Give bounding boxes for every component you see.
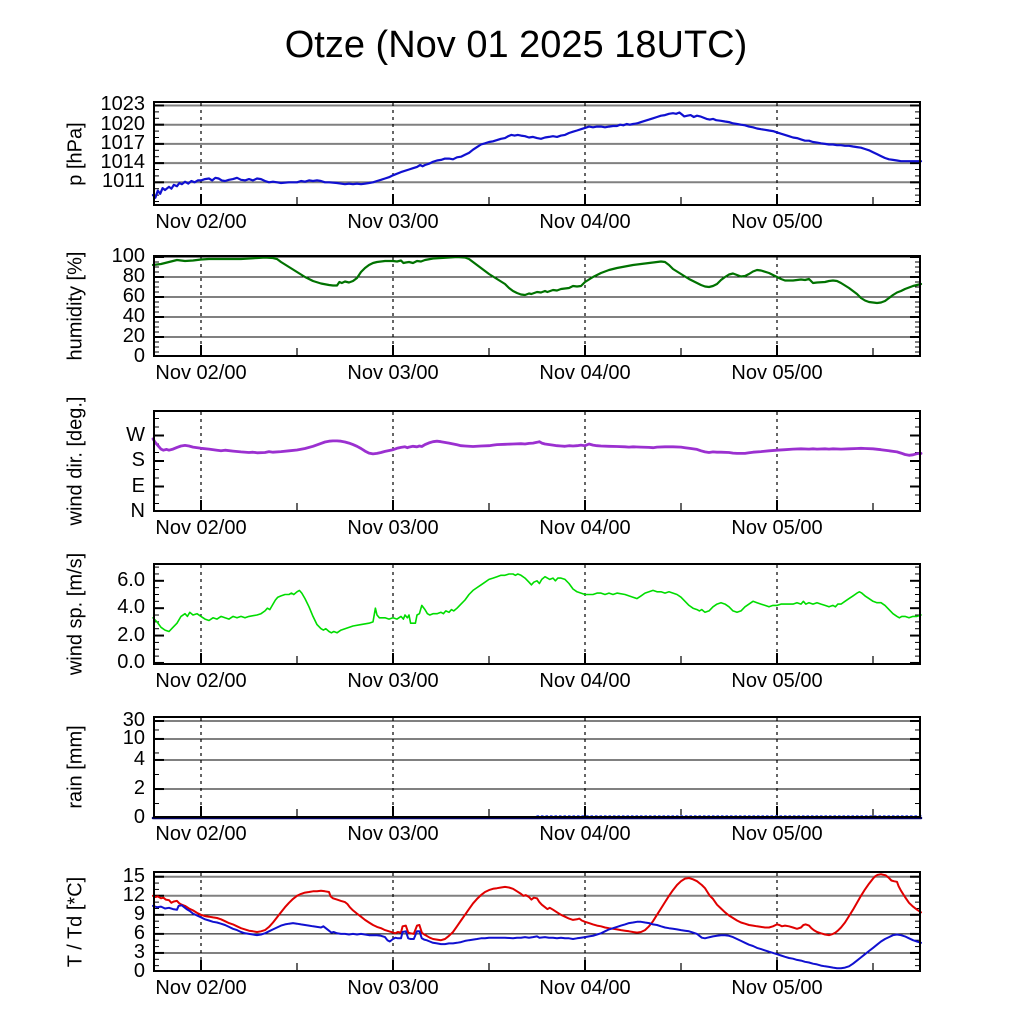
y-tick-label: 60 [122,285,145,307]
y-tick-label: 3 [133,940,145,963]
panel-frame [153,716,921,818]
y-tick-label: 2.0 [117,623,145,646]
x-tick-label: Nov 04/00 [539,517,631,539]
y-tick-label: 20 [122,325,145,347]
panel-frame [153,101,921,206]
y-tick-label: E [131,474,145,497]
x-tick-label: Nov 03/00 [347,670,439,692]
y-tick-label: 0.0 [117,650,145,673]
x-tick-label: Nov 02/00 [155,823,247,845]
x-tick-label: Nov 05/00 [731,977,823,999]
y-tick-label: 4.0 [117,596,145,619]
y-tick-label: 4 [133,747,145,770]
x-tick-label: Nov 05/00 [731,670,823,692]
panel-frame [153,255,921,357]
x-tick-label: Nov 02/00 [155,670,247,692]
wind-direction-line [151,437,923,457]
y-tick-label: N [130,500,145,522]
wind-speed-line [152,573,922,634]
y-tick-label: 2 [133,777,145,800]
x-tick-label: Nov 04/00 [539,670,631,692]
panel-frame [153,871,921,972]
x-tick-label: Nov 02/00 [155,517,247,539]
dewpoint-line [152,904,922,970]
y-tick-label: 0 [133,345,145,367]
x-tick-label: Nov 04/00 [539,977,631,999]
y-tick-label: S [131,449,145,471]
x-tick-label: Nov 02/00 [155,977,247,999]
y-tick-label: 9 [133,902,145,925]
y-tick-label: 15 [122,864,145,887]
x-tick-label: Nov 03/00 [347,517,439,539]
x-tick-label: Nov 02/00 [155,362,247,384]
pressure-chart [151,101,923,206]
x-tick-label: Nov 05/00 [731,211,823,233]
x-tick-label: Nov 05/00 [731,362,823,384]
y-tick-label: W [126,423,145,446]
temperature-chart [152,871,922,972]
x-tick-label: Nov 04/00 [539,362,631,384]
y-tick-label: 0 [133,806,145,828]
wind-speed-chart [152,563,922,665]
x-tick-label: Nov 04/00 [539,211,631,233]
y-tick-label: 1023 [100,93,146,116]
panel-frame [153,410,921,512]
chart-title: Otze (Nov 01 2025 18UTC) [284,24,748,66]
pressure-line [151,111,923,199]
y-tick-label: 1017 [100,131,146,154]
panel-frame [153,563,921,665]
y-tick-label: 100 [111,245,145,267]
x-tick-label: Nov 04/00 [539,823,631,845]
wind-direction-chart [151,410,923,512]
y-tick-label: 12 [122,883,145,906]
y-tick-label: 1020 [100,112,146,135]
x-tick-label: Nov 03/00 [347,823,439,845]
humidity-line [151,255,923,305]
x-tick-label: Nov 03/00 [347,977,439,999]
x-tick-label: Nov 03/00 [347,211,439,233]
y-tick-label: 40 [122,305,145,327]
y-tick-label: 6.0 [117,568,145,591]
rain-chart [151,716,923,820]
humidity-chart [151,255,923,357]
y-tick-label: 6 [133,921,145,944]
y-tick-label: 1014 [100,151,146,174]
y-tick-label: 80 [122,265,145,287]
y-tick-label: 0 [133,960,145,982]
y-tick-label: 30 [122,708,145,731]
x-tick-label: Nov 05/00 [731,517,823,539]
x-tick-label: Nov 03/00 [347,362,439,384]
y-tick-label: 10 [122,726,145,749]
y-tick-label: 1011 [101,170,145,193]
temperature-line [152,873,922,942]
x-tick-label: Nov 02/00 [155,211,247,233]
x-tick-label: Nov 05/00 [731,823,823,845]
